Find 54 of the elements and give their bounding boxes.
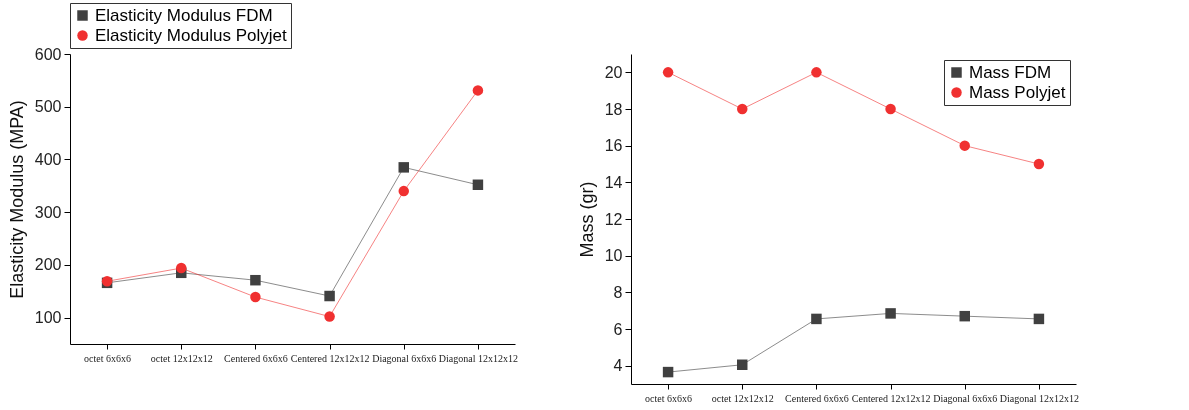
- point: [250, 291, 261, 303]
- y-tick-label: 500: [34, 98, 62, 116]
- x-tick-label: Centered 6x6x6: [785, 392, 849, 404]
- y-tick-label: 8: [613, 283, 623, 301]
- x-tick-label: Centered 12x12x12: [290, 352, 370, 364]
- point: [324, 290, 335, 302]
- x-tick-label: octet 12x12x12: [711, 392, 774, 404]
- point: [662, 67, 674, 78]
- x-tick-label: octet 6x6x6: [645, 392, 693, 404]
- point: [811, 313, 822, 325]
- y-axis-title: Elasticity Modulus (MPA): [6, 100, 27, 299]
- point: [398, 162, 409, 173]
- point: [398, 185, 409, 197]
- y-tick-label: 200: [34, 256, 62, 274]
- point: [662, 366, 674, 378]
- point: [811, 67, 822, 78]
- x-tick-label: Centered 12x12x12: [851, 392, 931, 404]
- y-tick-label: 300: [34, 203, 62, 221]
- x-tick-label: Diagonal 6x6x6: [372, 352, 437, 364]
- y-tick-label: 12: [604, 210, 623, 228]
- point: [737, 359, 748, 370]
- y-axis-title: Mass (gr): [576, 181, 597, 258]
- legend-label: Elasticity Modulus Polyjet: [95, 25, 288, 45]
- point: [737, 103, 748, 115]
- y-tick-label: 18: [604, 100, 623, 118]
- x-tick-label: octet 12x12x12: [150, 352, 213, 364]
- point: [250, 274, 261, 286]
- y-tick-label: 600: [34, 45, 62, 63]
- y-tick-label: 4: [613, 357, 623, 375]
- legend-label: Mass FDM: [969, 62, 1052, 82]
- y-tick-label: 14: [604, 173, 623, 191]
- point: [959, 310, 970, 322]
- y-tick-label: 400: [34, 150, 62, 168]
- legend-label: Elasticity Modulus FDM: [95, 5, 273, 25]
- point: [885, 308, 896, 319]
- point: [1033, 158, 1045, 170]
- y-tick-label: 6: [613, 320, 623, 338]
- y-tick-label: 20: [604, 63, 623, 81]
- point: [176, 262, 187, 274]
- x-tick-label: Diagonal 12x12x12: [438, 352, 518, 364]
- x-tick-label: Diagonal 12x12x12: [999, 392, 1079, 404]
- y-tick-label: 16: [604, 137, 623, 155]
- point: [885, 103, 896, 115]
- point: [324, 311, 335, 322]
- point: [959, 140, 970, 151]
- point: [472, 179, 484, 191]
- y-tick-label: 100: [34, 309, 62, 327]
- x-tick-label: octet 6x6x6: [84, 352, 132, 364]
- point: [1033, 313, 1045, 325]
- x-tick-label: Centered 6x6x6: [224, 352, 288, 364]
- point: [472, 85, 484, 96]
- x-tick-label: Diagonal 6x6x6: [933, 392, 998, 404]
- y-tick-label: 10: [604, 247, 623, 265]
- legend-label: Mass Polyjet: [969, 82, 1066, 102]
